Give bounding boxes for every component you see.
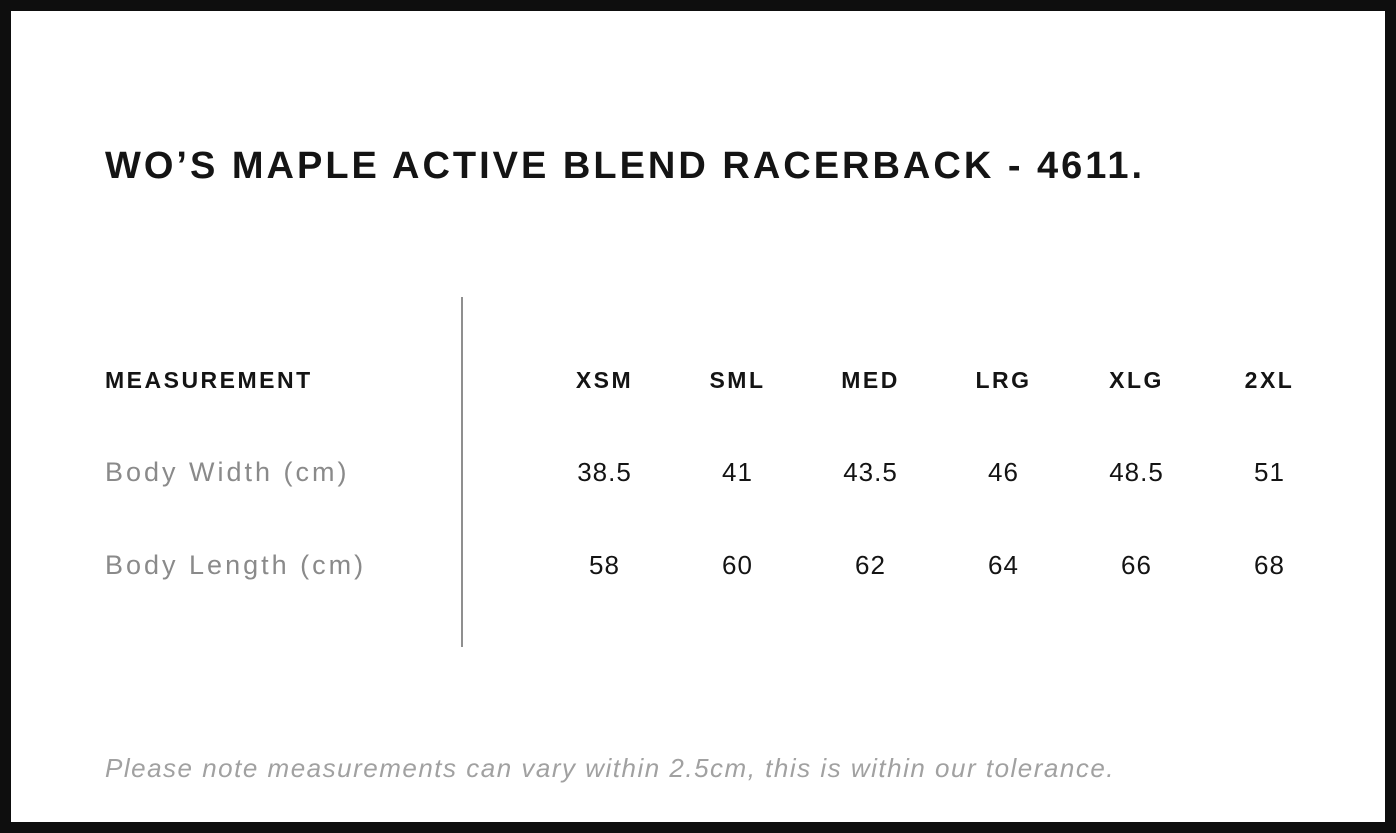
size-value: 48.5 <box>1109 456 1164 487</box>
size-value: 51 <box>1254 456 1285 487</box>
size-value: 66 <box>1121 549 1152 580</box>
size-column-header-med: MED <box>841 366 900 393</box>
tolerance-note: Please note measurements can vary within… <box>105 753 1116 783</box>
size-column-header-xlg: XLG <box>1109 366 1164 393</box>
table-row-body-width: Body Width (cm) 38.5 41 43.5 46 48.5 51 <box>105 448 1336 496</box>
size-value: 60 <box>722 549 753 580</box>
size-value: 46 <box>988 456 1019 487</box>
row-label-body-width: Body Width (cm) <box>105 456 350 487</box>
size-value: 38.5 <box>577 456 632 487</box>
size-value: 58 <box>589 549 620 580</box>
size-column-header-2xl: 2XL <box>1244 366 1295 393</box>
size-column-header-lrg: LRG <box>975 366 1032 393</box>
measurement-column-header: MEASUREMENT <box>105 366 313 393</box>
size-value: 64 <box>988 549 1019 580</box>
size-chart-header-row: MEASUREMENT XSM SML MED LRG XLG 2XL <box>105 356 1336 404</box>
size-value: 41 <box>722 456 753 487</box>
table-row-body-length: Body Length (cm) 58 60 62 64 66 68 <box>105 541 1336 589</box>
size-value: 43.5 <box>843 456 898 487</box>
size-value: 68 <box>1254 549 1285 580</box>
size-column-header-xsm: XSM <box>575 366 634 393</box>
size-value: 62 <box>855 549 886 580</box>
row-label-body-length: Body Length (cm) <box>105 549 367 580</box>
product-title: WO’S MAPLE ACTIVE BLEND RACERBACK - 4611… <box>105 145 1146 188</box>
size-column-header-sml: SML <box>709 366 766 393</box>
column-divider-line <box>461 297 463 647</box>
